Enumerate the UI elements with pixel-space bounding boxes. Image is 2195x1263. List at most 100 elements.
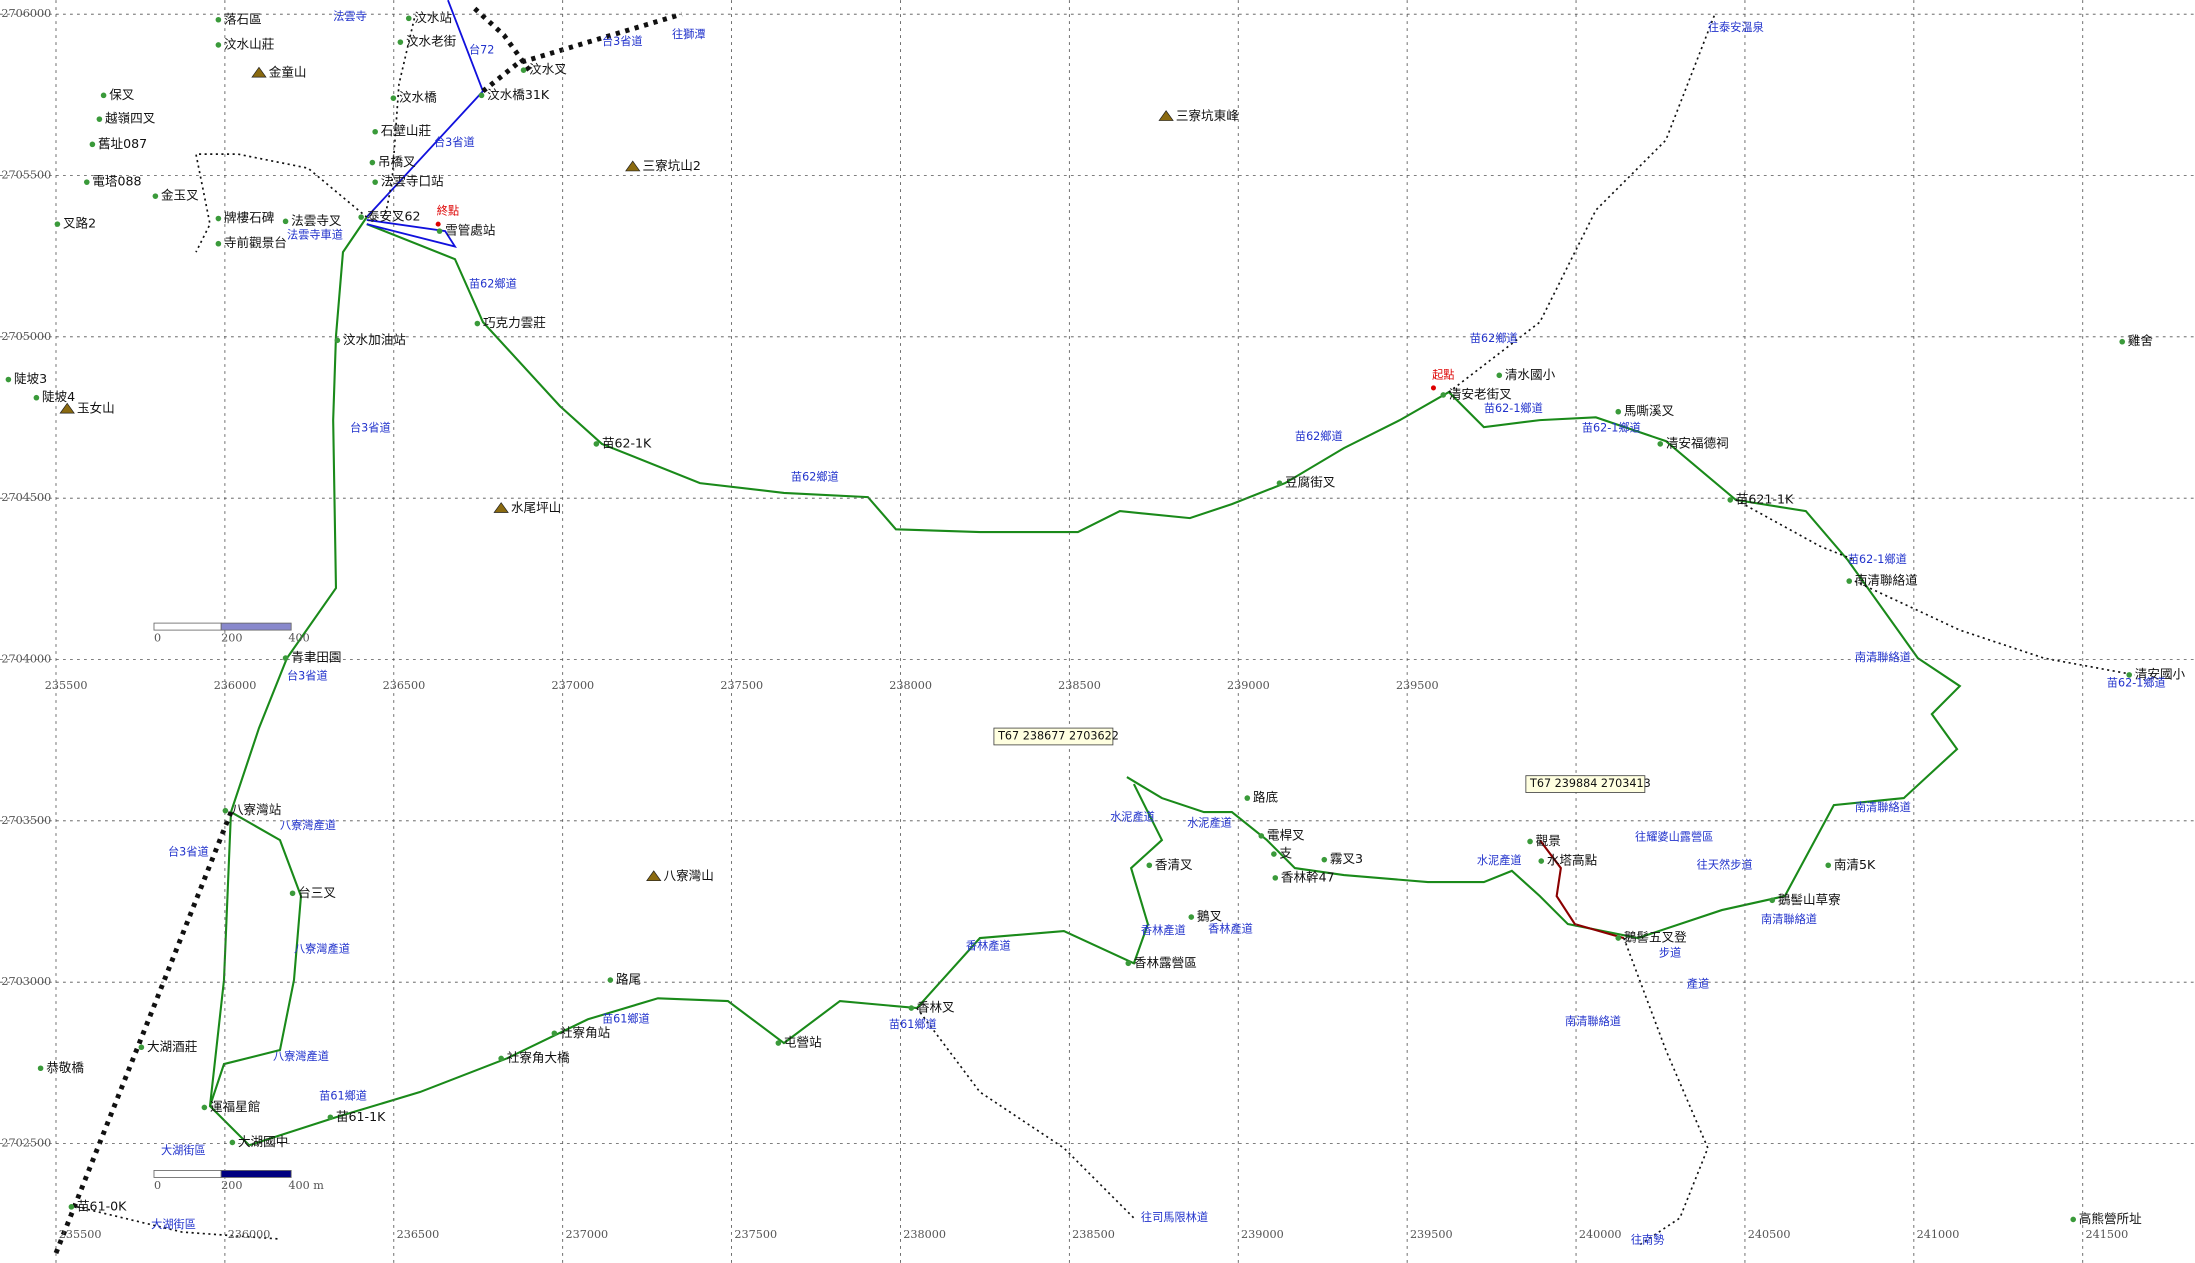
- place-label: 路尾: [616, 972, 641, 987]
- place-dot: [222, 807, 229, 814]
- peak-label: 八寮灣山: [664, 868, 714, 883]
- x-tick-label: 237500: [720, 679, 763, 692]
- place-label: 鵝叉: [1197, 909, 1223, 924]
- endpoint-label: 起點: [1432, 368, 1454, 381]
- road-label: 苗62-1鄉道: [1582, 421, 1641, 435]
- road-label: 往獅潭: [672, 27, 706, 41]
- place-label: 電桿叉: [1267, 827, 1305, 842]
- x-tick-label: 240500: [1748, 1228, 1791, 1241]
- x-tick-label: 235500: [59, 1228, 102, 1241]
- place-label: 石壁山莊: [381, 123, 431, 138]
- place-label: 水塔高點: [1547, 853, 1598, 868]
- place-label: 高熊營所址: [2079, 1211, 2142, 1226]
- place-label: 巧克力雲莊: [483, 315, 546, 330]
- place-label: 苗61-0K: [77, 1198, 127, 1213]
- x-tick-label: 236500: [383, 679, 426, 692]
- road-label: 大湖街區: [151, 1217, 196, 1231]
- place-dot: [282, 655, 289, 661]
- road-label: 台3省道: [168, 845, 209, 859]
- place-label: 鵝髻山草寮: [1778, 892, 1841, 907]
- place-label: 寺前觀景台: [224, 235, 287, 250]
- place-dot: [1321, 856, 1328, 863]
- place-label: 牌樓石碑: [224, 210, 275, 225]
- place-dot: [1846, 578, 1853, 584]
- y-tick-label: 2703000: [1, 975, 51, 988]
- trail: [76, 1206, 281, 1240]
- place-label: 汶水老街: [406, 34, 457, 49]
- place-label: 香林露營區: [1134, 955, 1197, 970]
- place-dot: [478, 92, 485, 99]
- place-dot: [1496, 372, 1503, 379]
- peak-label: 金童山: [269, 64, 307, 79]
- x-tick-label: 239000: [1227, 679, 1270, 692]
- x-tick-label: 239500: [1410, 1228, 1453, 1241]
- road-label: 八寮灣產道: [280, 818, 336, 832]
- scale-bar-empty: [153, 622, 222, 631]
- road-label: 往天然步道: [1697, 857, 1753, 871]
- place-label: 法雲寺口站: [381, 174, 444, 189]
- place-label: 清水國小: [1505, 367, 1556, 382]
- y-tick-label: 2704000: [1, 652, 51, 665]
- place-label: 馬嘶溪叉: [1624, 403, 1675, 418]
- bold-route-2: [481, 11, 683, 94]
- road-label: 步道: [1659, 945, 1681, 959]
- peak-label: 三寮坑山2: [643, 158, 701, 173]
- scale-bar-fill: [220, 1170, 292, 1178]
- trail: [916, 1007, 1135, 1219]
- place-dot: [54, 221, 61, 227]
- flag-box: [1525, 775, 1646, 793]
- place-label: 汶水加油站: [343, 332, 406, 347]
- miao62-road: [366, 223, 1962, 940]
- place-label: 南清聯絡道: [1855, 573, 1918, 588]
- road-label: 南清聯絡道: [1855, 650, 1911, 664]
- peak-label: 三寮坑東峰: [1176, 108, 1239, 123]
- place-dot: [289, 890, 296, 897]
- x-tick-label: 241500: [2086, 1228, 2129, 1241]
- road-label: 台72: [469, 43, 494, 57]
- road-label: 苗62鄉道: [1470, 331, 1518, 345]
- road-label: 台3省道: [350, 421, 391, 435]
- place-label: 社寮角站: [560, 1025, 611, 1040]
- x-tick-label: 241000: [1917, 1228, 1960, 1241]
- scale-label: 200: [221, 1179, 242, 1192]
- place-dot: [68, 1204, 75, 1210]
- place-label: 苗62-1K: [602, 435, 652, 450]
- peak-icon: [251, 66, 267, 78]
- road-label: 苗62鄉道: [791, 470, 839, 484]
- trail: [384, 18, 416, 218]
- road-label: 苗61鄉道: [889, 1017, 937, 1031]
- x-tick-label: 239500: [1396, 679, 1439, 692]
- road-label: 八寮灣產道: [294, 941, 350, 955]
- scale-label: 200: [221, 631, 242, 644]
- place-dot: [89, 141, 96, 148]
- place-dot: [405, 15, 412, 22]
- place-dot: [908, 1005, 915, 1011]
- place-dot: [551, 1030, 558, 1037]
- scale-bar-empty: [153, 1170, 222, 1178]
- place-dot: [33, 394, 40, 401]
- place-label: 香林幹47: [1281, 869, 1335, 884]
- place-label: 台三叉: [298, 885, 336, 900]
- road-label: 台3省道: [287, 668, 328, 682]
- place-dot: [96, 116, 103, 122]
- place-dot: [327, 1114, 334, 1121]
- road-label: 南清聯絡道: [1855, 800, 1911, 814]
- place-label: 社寮角大橋: [507, 1050, 570, 1065]
- place-label: 越嶺四叉: [105, 111, 156, 126]
- endpoint: [435, 221, 441, 227]
- scale-label: 0: [154, 1179, 161, 1192]
- road-label: 苗62-1鄉道: [1484, 401, 1543, 415]
- road-label: 台3省道: [434, 135, 475, 149]
- road-label: 水泥產道: [1477, 853, 1522, 867]
- place-dot: [775, 1040, 782, 1046]
- place-dot: [2119, 338, 2126, 345]
- place-dot: [1615, 935, 1622, 941]
- place-dot: [1272, 875, 1279, 881]
- place-dot: [593, 441, 600, 447]
- place-dot: [1615, 408, 1622, 415]
- peak-label: 水尾坪山: [511, 500, 561, 515]
- y-tick-label: 2705500: [1, 168, 51, 181]
- place-label: 恭敬橋: [46, 1060, 84, 1075]
- road-label: 苗61鄉道: [602, 1011, 650, 1025]
